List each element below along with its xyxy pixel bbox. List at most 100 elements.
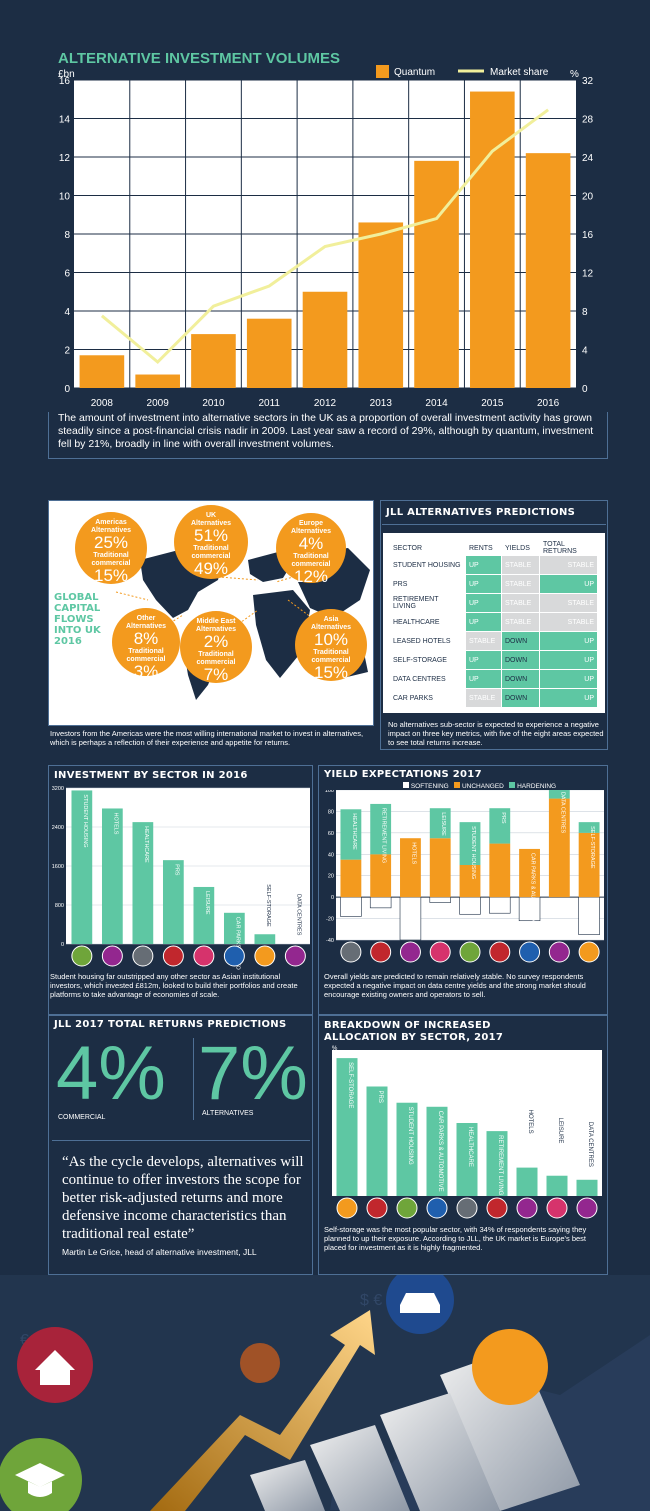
- bubble-uk: [174, 505, 248, 579]
- decorative-illustration: $ € £ ¥ ¥ € $ € £ $ £ $ €: [0, 1275, 650, 1511]
- yield-legend: SOFTENING UNCHANGED HARDENING: [403, 782, 556, 790]
- total-returns-cell: UP: [539, 631, 598, 651]
- deco-small-sphere: [240, 1343, 280, 1383]
- allocation-bar-label-student-housing: STUDENT HOUSING: [407, 1107, 413, 1165]
- yield-hardening-bar-leisure: [429, 808, 451, 839]
- yield-ytick: -40: [326, 938, 334, 944]
- yield-bar-label-retirement-living: RETIREMENT LIVING: [381, 808, 387, 863]
- volumes-bar-2015: [470, 91, 515, 389]
- yield-bar-label-healthcare: HEALTHCARE: [351, 813, 357, 850]
- yield-unchanged-bar-self-storage: [578, 832, 600, 898]
- allocation-bar-label-leisure: LEISURE: [557, 1118, 563, 1144]
- bubble-americas-trad-label-1: Traditional: [93, 552, 128, 559]
- yields-cell: STABLE: [501, 574, 540, 594]
- sector-invest-title: INVESTMENT BY SECTOR IN 2016: [54, 770, 248, 781]
- sector-cell: CAR PARKS: [389, 688, 466, 708]
- home-icon: [35, 1350, 75, 1385]
- yields-cell: DOWN: [501, 650, 540, 670]
- volumes-ytick-right: 4: [582, 346, 588, 357]
- sector-bar-self-storage: [254, 934, 276, 944]
- yield-ytick: 40: [328, 852, 334, 858]
- yield-ytick: -20: [326, 917, 334, 923]
- predictions-row-prs: PRS UP STABLE UP: [389, 574, 598, 594]
- allocation-unit: %: [332, 1046, 338, 1052]
- predictions-caption: No alternatives sub-sector is expected t…: [388, 720, 604, 747]
- yield-ytick: 0: [331, 895, 334, 901]
- hotels-icon: [516, 1197, 538, 1219]
- rents-cell: STABLE: [465, 688, 502, 708]
- healthcare-icon: [456, 1197, 478, 1219]
- bubble-uk-alt-label: Alternatives: [191, 520, 231, 527]
- volumes-ytick-left: 2: [64, 346, 70, 357]
- yield-ytick: 60: [328, 831, 334, 837]
- quote-text: “As the cycle develops, alternatives wil…: [62, 1154, 304, 1242]
- volumes-ytick-right: 16: [582, 230, 594, 241]
- volumes-bar-2012: [302, 291, 348, 388]
- sector-cell: DATA CENTRES: [389, 669, 466, 689]
- yield-unchanged-bar-prs: [489, 843, 511, 898]
- sector-ytick: 0: [61, 942, 64, 948]
- legend-softening-label: SOFTENING: [410, 783, 449, 790]
- bubble-uk-trad-label-2: commercial: [192, 553, 231, 560]
- graduation-cap-icon: [15, 1463, 65, 1497]
- predictions-row-leased-hotels: LEASED HOTELS STABLE DOWN UP: [389, 631, 598, 651]
- yields-cell: STABLE: [501, 612, 540, 632]
- bubble-middle-east-alt-value: 2%: [204, 632, 229, 651]
- predictions-row-healthcare: HEALTHCARE UP STABLE STABLE: [389, 612, 598, 632]
- sector-cell: RETIREMENT LIVING: [389, 593, 466, 613]
- volumes-ytick-right: 20: [582, 192, 594, 203]
- bubble-europe-trad-label-2: commercial: [292, 561, 331, 568]
- leisure-icon: [193, 945, 215, 967]
- yield-hardening-bar-healthcare: [340, 809, 362, 860]
- self-storage-icon: [578, 941, 600, 963]
- bubble-americas-trad-label-2: commercial: [92, 560, 131, 567]
- allocation-bar-leisure: [546, 1175, 568, 1196]
- bubble-other-alt-label: Alternatives: [126, 623, 166, 630]
- volumes-ytick-left: 6: [64, 269, 70, 280]
- total-returns-cell: STABLE: [539, 593, 598, 613]
- volumes-ytick-right: 32: [582, 76, 594, 87]
- deco-bar-3: [310, 1425, 410, 1511]
- total-returns-cell: UP: [539, 688, 598, 708]
- yield-hardening-bar-self-storage: [578, 822, 600, 833]
- self-storage-icon: [336, 1197, 358, 1219]
- bubble-middle-east-trad-value: 7%: [204, 665, 229, 684]
- predictions-title: JLL ALTERNATIVES PREDICTIONS: [386, 507, 576, 518]
- yield-hardening-bar-prs: [489, 808, 511, 844]
- col-sector: SECTOR: [389, 540, 466, 556]
- flows-title-line-5: 2016: [54, 636, 82, 647]
- car-parks-automotive-icon: [426, 1197, 448, 1219]
- predictions-row-student-housing: STUDENT HOUSING UP STABLE STABLE: [389, 555, 598, 575]
- predictions-row-retirement-living: RETIREMENT LIVING UP STABLE STABLE: [389, 593, 598, 613]
- rents-cell: UP: [465, 612, 502, 632]
- col-rents: RENTS: [465, 540, 502, 556]
- volumes-ytick-right: 28: [582, 115, 594, 126]
- volumes-title: ALTERNATIVE INVESTMENT VOLUMES: [58, 50, 340, 67]
- volumes-xtick-2013: 2013: [370, 398, 393, 409]
- bubble-europe-trad-value: 12%: [294, 567, 328, 586]
- yield-bar-label-data-centres: DATA CENTRES: [559, 792, 565, 834]
- yield-unchanged-bar-leisure: [429, 838, 451, 898]
- volumes-bar-2010: [191, 334, 236, 388]
- yields-cell: STABLE: [501, 593, 540, 613]
- flow-americas: [115, 591, 149, 601]
- sector-bar-student-housing: [71, 790, 93, 944]
- volumes-left-unit: £bn: [58, 69, 75, 80]
- predictions-divider: [382, 524, 606, 525]
- flows-title-line-1: GLOBAL: [54, 592, 99, 603]
- yield-bar-label-hotels: HOTELS: [410, 842, 416, 864]
- prs-icon: [366, 1197, 388, 1219]
- bubble-other-alt-value: 8%: [134, 629, 159, 648]
- volumes-xtick-2009: 2009: [147, 398, 170, 409]
- sector-ytick: 3200: [52, 786, 64, 792]
- sector-bar-car-parks-automotive: [223, 912, 245, 944]
- returns-panel: [48, 1015, 313, 1275]
- allocation-bar-prs: [366, 1086, 388, 1196]
- allocation-bar-label-prs: PRS: [377, 1091, 383, 1103]
- volumes-ytick-left: 0: [64, 384, 70, 395]
- car-parks-automotive-icon: [223, 945, 245, 967]
- bubble-americas-trad-value: 15%: [94, 566, 128, 585]
- prs-icon: [489, 941, 511, 963]
- bubble-americas-alt-label: Alternatives: [91, 527, 131, 534]
- yield-bar-label-leisure: LEISURE: [440, 812, 446, 836]
